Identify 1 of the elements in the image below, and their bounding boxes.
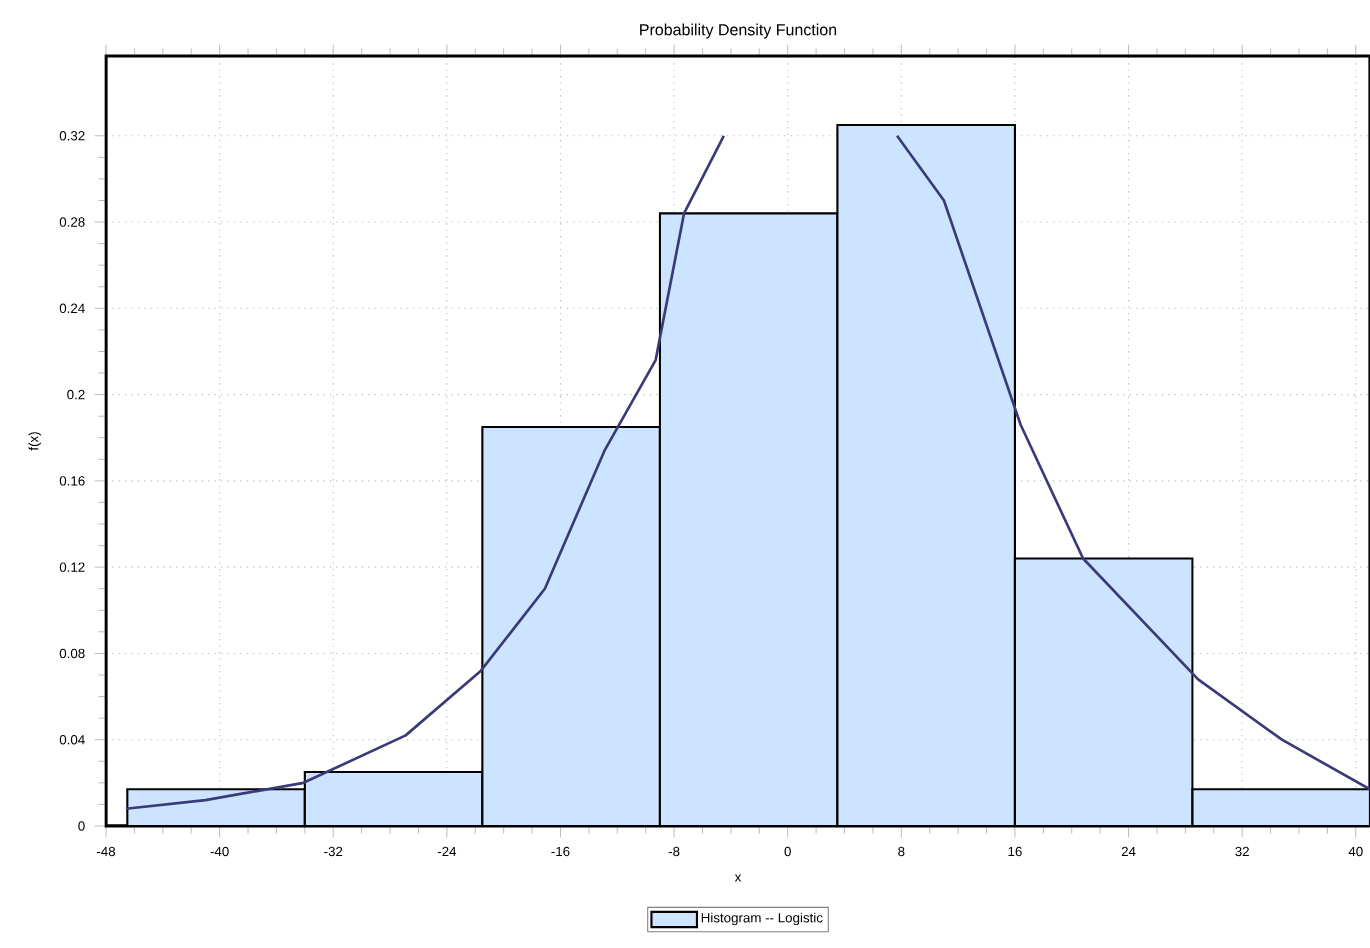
chart-title: Probability Density Function [640, 23, 837, 39]
